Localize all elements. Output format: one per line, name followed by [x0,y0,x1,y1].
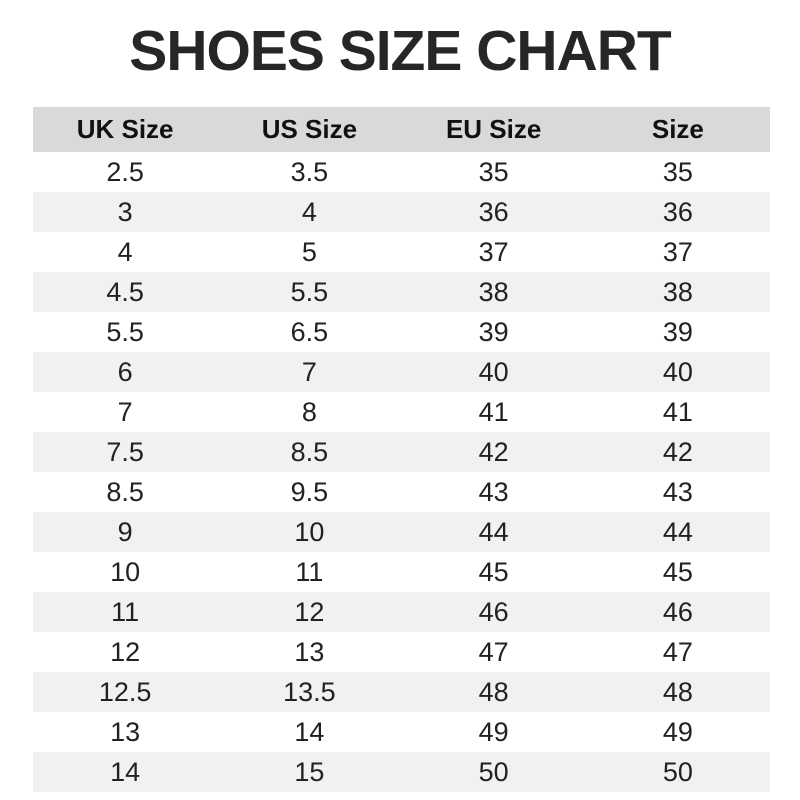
table-cell: 3 [117,196,133,227]
table-cell: 4.5 [106,276,144,307]
table-cell: 35 [662,156,693,187]
table-header-row: UK Size US Size EU Size Size [33,107,770,152]
table-cell: 39 [662,316,693,347]
table-cell: 6.5 [290,316,329,347]
table-cell: 36 [478,196,509,227]
table-cell: 12 [294,596,325,627]
table-cell: 12 [110,636,141,667]
table-cell: 50 [662,756,693,787]
table-cell: 8 [301,396,317,427]
table-cell: 10 [294,516,325,547]
table-cell: 37 [662,236,693,267]
column-header-size: Size [651,114,704,144]
table-cell: 38 [662,276,693,307]
table-cell: 4 [301,196,317,227]
table-cell: 41 [662,396,693,427]
table-row: 4 5 37 37 [33,232,770,272]
table-row: 7 8 41 41 [33,392,770,432]
table-cell: 37 [478,236,509,267]
table-row: 7.5 8.5 42 42 [33,432,770,472]
table-cell: 43 [478,476,509,507]
table-cell: 13 [294,636,325,667]
table-cell: 44 [662,516,693,547]
table-cell: 6 [117,356,133,387]
table-cell: 49 [662,716,693,747]
table-row: 3 4 36 36 [33,192,770,232]
table-cell: 42 [478,436,509,467]
column-header-eu-size: EU Size [445,114,542,144]
table-row: 12 13 47 47 [33,632,770,672]
table-cell: 44 [478,516,509,547]
table-cell: 8.5 [106,476,144,507]
table-cell: 5 [301,236,317,267]
table-cell: 4 [117,236,133,267]
table-row: 9 10 44 44 [33,512,770,552]
table-row: 13 14 49 49 [33,712,770,752]
table-row: 8.5 9.5 43 43 [33,472,770,512]
table-cell: 48 [662,676,693,707]
table-cell: 43 [662,476,693,507]
table-cell: 5.5 [106,316,144,347]
table-cell: 42 [662,436,693,467]
table-cell: 8.5 [290,436,329,467]
table-row: 12.5 13.5 48 48 [33,672,770,712]
table-cell: 49 [478,716,509,747]
table-cell: 36 [662,196,693,227]
table-cell: 11 [111,596,140,627]
table-row: 5.5 6.5 39 39 [33,312,770,352]
table-row: 11 12 46 46 [33,592,770,632]
table-cell: 40 [662,356,693,387]
table-row: 10 11 45 45 [33,552,770,592]
table-cell: 14 [294,716,325,747]
page-title: SHOES SIZE CHART [129,19,671,83]
table-cell: 39 [478,316,509,347]
table-cell: 35 [478,156,509,187]
table-cell: 47 [478,636,509,667]
table-cell: 45 [662,556,693,587]
table-cell: 15 [294,756,325,787]
table-cell: 11 [295,556,324,587]
table-row: 6 7 40 40 [33,352,770,392]
table-cell: 3.5 [290,156,329,187]
size-chart-table: UK Size US Size EU Size Size 2.5 3.5 35 35 3 4 36… [33,107,770,792]
table-cell: 7 [301,356,317,387]
table-cell: 10 [110,556,141,587]
table-body: 2.5 3.5 35 35 3 4 36 36 4 5 37 37 4.5 5.5 38 38 5.5 6.5 39… [33,152,770,792]
column-header-uk-size: UK Size [76,114,174,144]
table-cell: 12.5 [98,676,152,707]
table-cell: 45 [478,556,509,587]
table-cell: 50 [478,756,509,787]
table-cell: 13.5 [283,676,336,707]
table-cell: 13 [110,716,141,747]
table-cell: 38 [478,276,509,307]
table-cell: 7 [117,396,133,427]
table-row: 14 15 50 50 [33,752,770,792]
table-cell: 40 [478,356,509,387]
table-cell: 14 [110,756,141,787]
column-header-us-size: US Size [261,114,358,144]
table-cell: 7.5 [106,436,144,467]
table-cell: 47 [662,636,693,667]
table-cell: 5.5 [290,276,329,307]
table-cell: 46 [662,596,693,627]
table-cell: 48 [478,676,509,707]
table-cell: 41 [478,396,509,427]
table-row: 4.5 5.5 38 38 [33,272,770,312]
table-cell: 2.5 [106,156,144,187]
table-cell: 9.5 [290,476,329,507]
table-cell: 46 [478,596,509,627]
table-row: 2.5 3.5 35 35 [33,152,770,192]
table-cell: 9 [117,516,133,547]
